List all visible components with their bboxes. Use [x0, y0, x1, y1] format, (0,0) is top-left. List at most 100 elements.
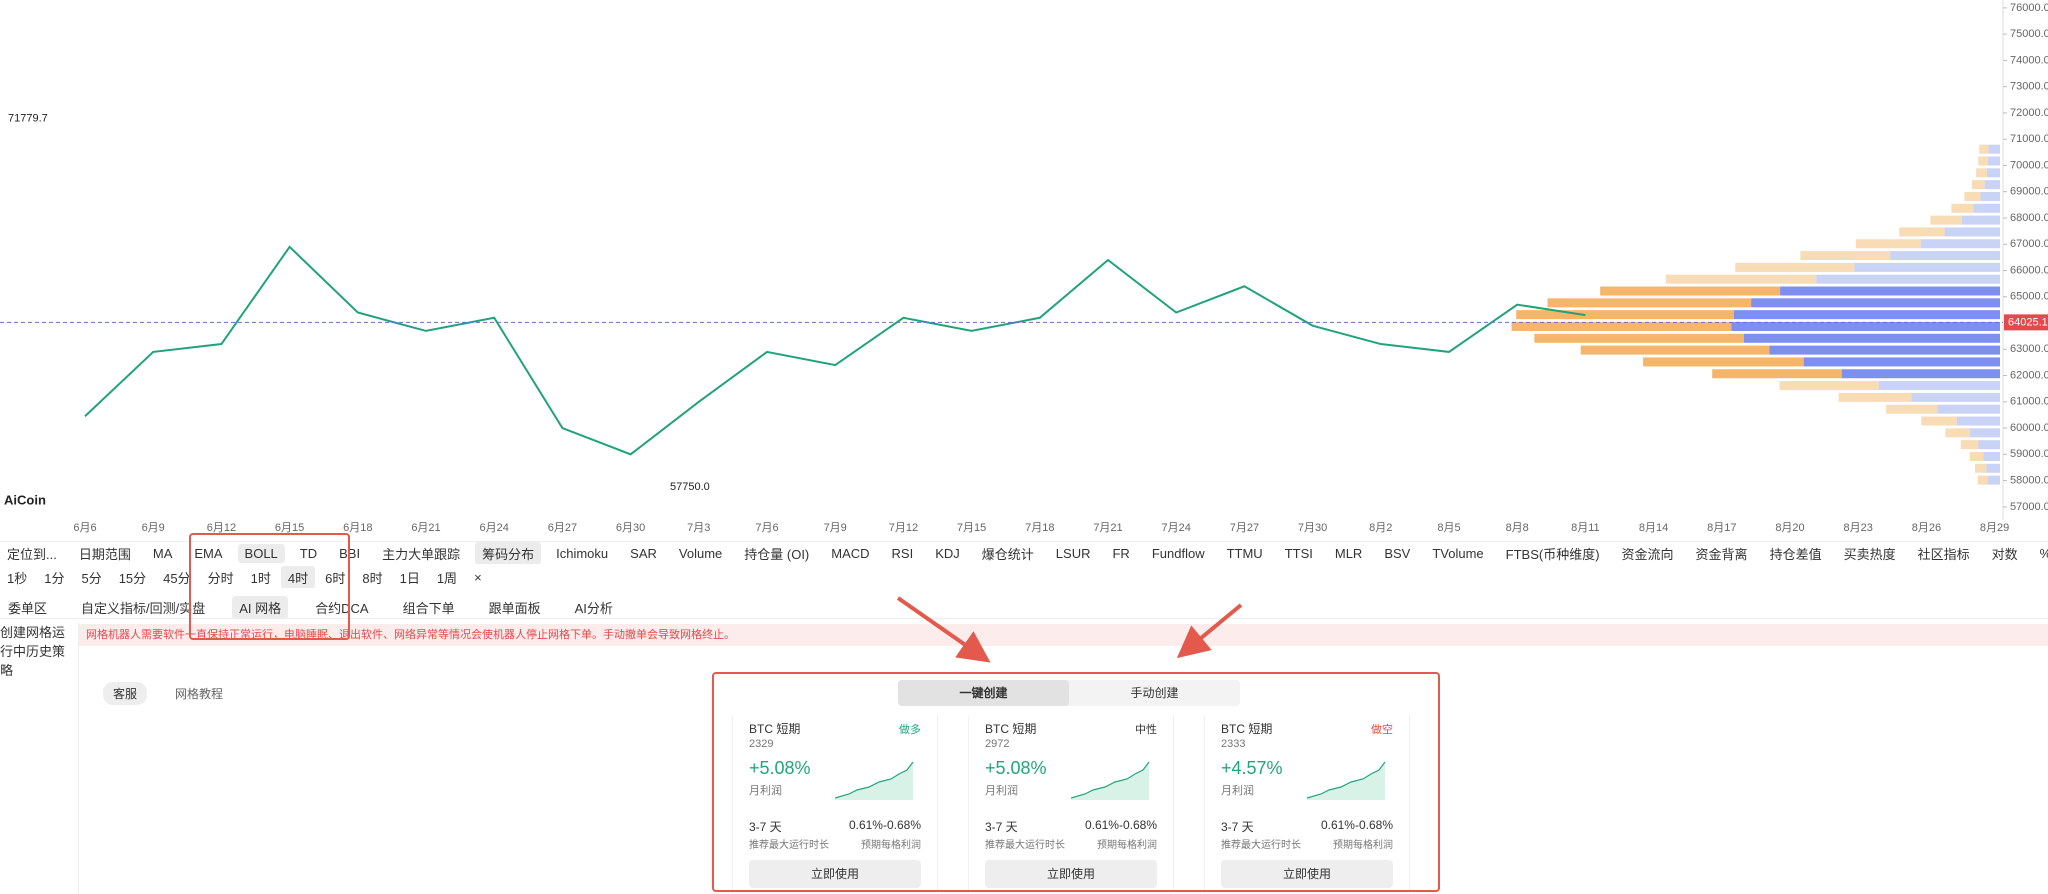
interval-button[interactable]: 15分 — [118, 570, 147, 586]
use-button[interactable]: 立即使用 — [1221, 860, 1393, 888]
sparkline-area — [835, 762, 913, 800]
volume-profile — [1951, 203, 1974, 213]
mode-button[interactable]: 一键创建 — [898, 680, 1069, 706]
tab[interactable]: 委单区 — [8, 600, 48, 616]
tab[interactable]: AI 网格 — [232, 596, 289, 618]
tab[interactable]: AI分析 — [574, 600, 613, 616]
indicator-button[interactable]: 买卖热度 — [1843, 546, 1896, 562]
duration: 3-7 天 — [1221, 820, 1254, 834]
y-tick-label: 65000.0 — [2010, 291, 2048, 303]
notice: 网格机器人需要软件一直保持正常运行，电脑睡眠、退出软件、网络异常等情况会使机器人… — [78, 624, 2048, 646]
y-tick-label: 74000.0 — [2010, 54, 2048, 66]
indicator-button[interactable]: SAR — [630, 545, 657, 561]
sidebar-item[interactable]: 运行中 — [0, 625, 66, 659]
strategy-card: BTC 短期 做多 2329 +5.08% 月利润 3-7 天推荐最大运行时长 0.61%-… — [732, 716, 938, 892]
indicator-button[interactable]: 定位到... — [7, 546, 57, 562]
volume-profile — [1878, 381, 2000, 391]
indicator-button[interactable]: 持仓量 (OI) — [744, 546, 810, 562]
interval-button[interactable]: 1时 — [250, 570, 271, 586]
support-button[interactable]: 客服 — [103, 682, 148, 705]
volume-profile — [1978, 156, 1989, 166]
return-label: 月利润 — [985, 785, 1018, 797]
indicator-button[interactable]: MA — [152, 545, 173, 561]
tab[interactable]: 跟单面板 — [488, 600, 541, 616]
monthly-return: +5.08% — [985, 758, 1047, 778]
highlight-box — [712, 672, 1440, 892]
interval-button[interactable]: 5分 — [81, 570, 102, 586]
user-count: 2972 — [985, 738, 1010, 750]
volume-profile — [1779, 381, 1879, 391]
y-tick-label: 60000.0 — [2010, 422, 2048, 434]
grid-profit-label: 预期每格利润 — [1333, 840, 1393, 851]
indicator-button[interactable]: 主力大单跟踪 — [382, 546, 461, 562]
indicator-button[interactable]: Fundflow — [1151, 545, 1205, 561]
indicator-button[interactable]: 日期范围 — [78, 546, 131, 562]
x-tick-label: 8月23 — [1844, 522, 1873, 534]
indicator-button[interactable]: MACD — [831, 545, 870, 561]
indicator-button[interactable]: 爆仓统计 — [981, 546, 1034, 562]
indicator-button[interactable]: Volume — [678, 545, 723, 561]
y-tick-label: 70000.0 — [2010, 159, 2048, 171]
indicator-button[interactable]: TVolume — [1432, 545, 1484, 561]
sparkline-line — [1071, 761, 1150, 799]
volume-profile — [1937, 404, 2000, 414]
use-button[interactable]: 立即使用 — [985, 860, 1157, 888]
interval-bar: 1秒 1分 5分 15分 45分 分时 1时 4时 6时 8时 1日 1周 × — [0, 566, 520, 588]
interval-button[interactable]: 6时 — [325, 570, 346, 586]
sparkline — [835, 761, 914, 800]
x-tick-label: 8月29 — [1980, 522, 2009, 534]
indicator-button[interactable]: 资金流向 — [1621, 546, 1674, 562]
indicator-button[interactable]: 对数 — [1991, 546, 2018, 562]
indicator-button[interactable]: TD — [299, 545, 318, 561]
tab[interactable]: 合约DCA — [315, 600, 369, 616]
indicator-button[interactable]: MLR — [1334, 545, 1363, 561]
tab[interactable]: 组合下单 — [402, 600, 455, 616]
y-tick-label: 75000.0 — [2010, 28, 2048, 40]
indicator-button[interactable]: KDJ — [935, 545, 960, 561]
grid-profit: 0.61%-0.68% — [1320, 818, 1393, 832]
indicator-button[interactable]: TTMU — [1226, 545, 1263, 561]
duration-label: 推荐最大运行时长 — [749, 840, 829, 851]
indicator-button[interactable]: EMA — [194, 545, 223, 561]
price-line — [84, 245, 1586, 456]
indicator-button[interactable]: 持仓差值 — [1769, 546, 1822, 562]
low-note: 57750.0 — [670, 481, 710, 493]
indicator-button[interactable]: 资金背离 — [1695, 546, 1748, 562]
indicator-button[interactable]: % — [2033, 544, 2048, 563]
sidebar-item[interactable]: 历史策略 — [0, 644, 66, 678]
volume-profile — [1800, 251, 1891, 261]
interval-button[interactable]: × — [474, 569, 482, 585]
x-tick-label: 6月30 — [616, 522, 645, 534]
interval-button[interactable]: 1周 — [436, 570, 458, 586]
interval-button[interactable]: 1分 — [44, 570, 65, 586]
indicator-button[interactable]: BSV — [1384, 545, 1411, 561]
indicator-button[interactable]: TTSI — [1284, 545, 1313, 561]
interval-button[interactable]: 45分 — [163, 570, 191, 586]
high-note: 71779.7 — [8, 113, 48, 125]
indicator-button[interactable]: RSI — [891, 545, 914, 561]
interval-button[interactable]: 分时 — [207, 570, 234, 586]
sidebar-item[interactable]: 创建网格 — [0, 625, 53, 640]
indicator-button[interactable]: Ichimoku — [556, 545, 609, 561]
user-count: 2333 — [1221, 738, 1246, 750]
mode-button[interactable]: 手动创建 — [1130, 686, 1179, 700]
indicator-button[interactable]: BOLL — [237, 543, 285, 563]
tab[interactable]: 自定义指标/回测/实盘 — [81, 600, 206, 616]
interval-button[interactable]: 4时 — [280, 566, 316, 588]
x-tick-label: 7月21 — [1093, 522, 1122, 534]
indicator-button[interactable]: 筹码分布 — [475, 542, 542, 564]
interval-button[interactable]: 1日 — [399, 570, 420, 586]
volume-profile — [1854, 262, 2000, 272]
volume-profile — [1816, 274, 2000, 284]
indicator-button[interactable]: FTBS(币种维度) — [1505, 546, 1600, 562]
interval-button[interactable]: 1秒 — [7, 570, 28, 586]
interval-button[interactable]: 8时 — [362, 570, 383, 586]
sparkline — [1071, 761, 1150, 800]
return-label: 月利润 — [1221, 785, 1254, 797]
indicator-button[interactable]: 社区指标 — [1917, 546, 1970, 562]
volume-profile — [1665, 274, 1817, 284]
use-button[interactable]: 立即使用 — [749, 860, 921, 888]
indicator-button[interactable]: LSUR — [1055, 545, 1091, 561]
indicator-button[interactable]: FR — [1112, 545, 1130, 561]
tutorial-link[interactable]: 网格教程 — [175, 687, 224, 701]
